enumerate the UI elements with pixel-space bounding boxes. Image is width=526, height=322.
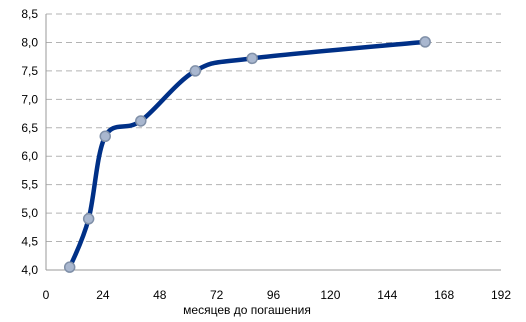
data-point-2: [82, 213, 95, 225]
x-tick-label-2: 48: [153, 288, 167, 302]
y-tick-label-3: 5,5: [21, 178, 38, 192]
series-line: [65, 39, 428, 270]
x-tick-label-4: 96: [267, 288, 281, 302]
y-tick-labels: 4,0 4,5 5,0 5,5 6,0 6,5 7,0 7,5 8,0 8,5: [21, 7, 38, 277]
y-tick-label-5: 6,5: [21, 121, 38, 135]
y-tick-label-1: 4,5: [21, 235, 38, 249]
y-tick-label-9: 8,5: [21, 7, 38, 21]
y-tick-label-2: 5,0: [21, 206, 38, 220]
axes: [45, 14, 501, 271]
y-tick-label-4: 6,0: [21, 149, 38, 163]
x-axis-label: месяцев до погашения: [183, 303, 311, 317]
data-point-4: [135, 115, 147, 127]
x-tick-label-8: 192: [491, 288, 511, 302]
data-point-5: [189, 65, 202, 77]
x-tick-label-3: 72: [210, 288, 224, 302]
x-tick-labels: 0 24 48 72 96 120 144 168 192: [43, 288, 512, 302]
y-tick-label-6: 7,0: [21, 92, 38, 106]
data-point-6: [246, 52, 258, 65]
x-tick-label-7: 168: [434, 288, 454, 302]
x-tick-label-5: 120: [320, 288, 340, 302]
data-point-7: [419, 36, 431, 48]
data-point-3: [99, 130, 111, 143]
x-tick-label-6: 144: [377, 288, 397, 302]
data-points: [63, 36, 431, 273]
x-tick-label-1: 24: [96, 288, 110, 302]
data-point-1: [63, 261, 76, 273]
y-tick-label-0: 4,0: [21, 263, 38, 277]
y-tick-label-7: 7,5: [21, 64, 38, 78]
x-tick-label-0: 0: [43, 288, 50, 302]
y-tick-label-8: 8,0: [21, 35, 38, 49]
